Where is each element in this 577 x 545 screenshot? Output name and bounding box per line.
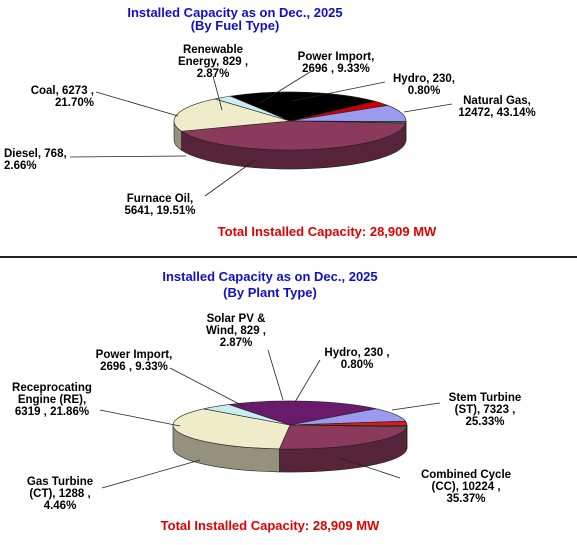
chart-subtitle: (By Plant Type) [223, 285, 317, 300]
data-label-stem-turbine-st: Stem Turbine (ST), 7323 , 25.33% [449, 392, 522, 428]
data-label-hydro: Hydro, 230 , 0.80% [324, 347, 389, 371]
data-label-diesel: Diesel, 768, 2.66% [4, 148, 67, 172]
data-label-natural-gas: Natural Gas, 12472, 43.14% [458, 95, 535, 119]
leader-line-hydro [294, 359, 321, 403]
data-label-receprocating-engine-re: Receprocating Engine (RE), 6319 , 21.86% [12, 382, 92, 418]
data-label-power-import: Power Import, 2696 , 9.33% [298, 51, 375, 75]
data-label-furnace-oil: Furnace Oil, 5641, 19.51% [125, 193, 196, 217]
total-capacity-label: Total Installed Capacity: 28,909 MW [161, 518, 380, 533]
data-label-power-import: Power Import, 2696 , 9.33% [96, 349, 173, 373]
chart-divider [0, 256, 577, 258]
slice-receprocating-engine-re [228, 400, 376, 426]
data-label-renewable-energy: Renewable Energy, 829 , 2.87% [178, 44, 248, 80]
data-label-gas-turbine-ct: Gas Turbine (CT), 1288 , 4.46% [27, 476, 93, 512]
leader-line-power-import [169, 367, 246, 408]
data-label-solar-pv-wind: Solar PV & Wind, 829 , 2.87% [206, 313, 266, 349]
leader-line-combined-cycle-cc [339, 457, 401, 479]
data-label-hydro: Hydro, 230, 0.80% [393, 73, 455, 97]
pie-chart-1: Installed Capacity as on Dec., 2025(By F… [4, 5, 536, 239]
leader-line-natural-gas [403, 103, 453, 113]
chart-subtitle: (By Fuel Type) [191, 18, 280, 33]
total-capacity-label: Total Installed Capacity: 28,909 MW [218, 224, 437, 239]
pie-chart-2: Installed Capacity as on Dec., 2025(By P… [12, 269, 521, 533]
leader-line-receprocating-engine-re [99, 409, 181, 427]
slice-natural-gas [180, 120, 407, 151]
leader-line-diesel [69, 155, 187, 158]
slice-hydro [289, 424, 408, 427]
leader-line-renewable-energy [212, 75, 223, 111]
leader-line-solar-pv-wind [267, 349, 284, 401]
leader-line-stem-turbine-st [391, 402, 441, 411]
slice-combined-cycle-cc [172, 408, 291, 450]
leader-line-coal [95, 91, 179, 117]
slice-hydro [289, 120, 407, 124]
data-label-coal: Coal, 6273 , 21.70% [31, 85, 94, 109]
data-label-combined-cycle-cc: Combined Cycle (CC), 10224 , 35.37% [421, 469, 511, 505]
chart-title: Installed Capacity as on Dec., 2025 [162, 269, 377, 284]
leader-line-furnace-oil [204, 159, 256, 197]
leader-line-gas-turbine-ct [101, 459, 201, 489]
slice-furnace-oil [173, 98, 291, 132]
slice-stem-turbine-st [278, 424, 408, 450]
chart-title: Installed Capacity as on Dec., 2025 [127, 5, 342, 20]
leader-line-hydro [291, 81, 386, 102]
leader-line-power-import [259, 71, 311, 104]
